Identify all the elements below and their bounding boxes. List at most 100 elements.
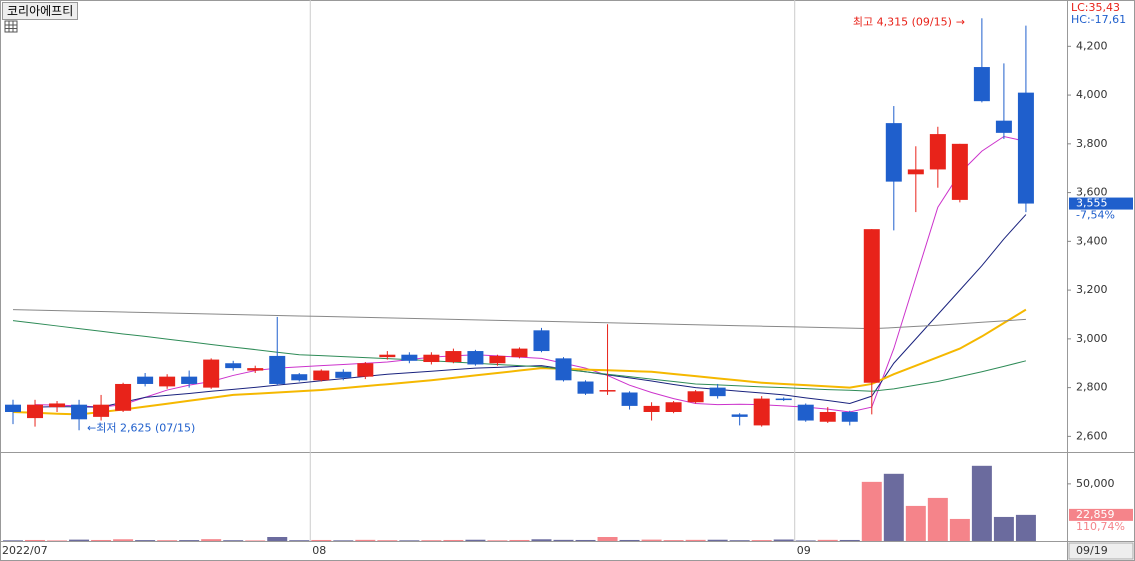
last-change: -7,54% [1076,209,1115,222]
candle-body [819,411,836,422]
volume-bar [333,540,354,541]
candle-body [357,363,374,377]
y-tick-label: 3,800 [1076,137,1108,150]
volume-bar [707,539,728,541]
candle-body [181,376,198,384]
volume-bar [421,540,442,541]
volume-bar [641,539,662,541]
volume-bar [245,540,266,541]
candle-body [885,123,902,182]
volume-bar [223,540,244,541]
high-arrow: → [956,15,965,28]
stock-name-button[interactable]: 코리아에프티 [2,2,79,20]
volume-bar [201,539,222,541]
volume-bar [993,516,1014,541]
volume-bar [3,540,23,541]
candle-body [159,376,176,387]
last-price: 3,555 [1076,197,1108,210]
candle-body [621,392,638,406]
candle-body [863,229,880,383]
volume-bar [685,539,706,541]
last-volume: 22,859 [1076,508,1115,521]
volume-bar [971,465,992,541]
candle-body [137,376,154,384]
y-tick-label: 3,000 [1076,332,1108,345]
candle-body [599,390,616,392]
candle-body [247,368,264,371]
candle-body [423,354,440,363]
y-tick-label: 3,600 [1076,186,1108,199]
x-tick-label: 08 [312,544,326,557]
candle-body [643,405,660,412]
candle-body [841,411,858,422]
candle-body [291,374,308,381]
volume-bar [575,539,596,541]
volume-bar [509,539,530,541]
candle-body [203,359,220,388]
volume-bar [927,497,948,541]
volume-bar [267,537,288,541]
volume-bar [861,481,882,541]
candle-body [27,404,44,419]
candle-body [951,143,968,200]
candle-body [115,383,132,411]
candle-body [511,348,528,358]
candle-body [335,371,352,378]
moving-average [35,135,1027,413]
candle-body [665,402,682,412]
high-annotation: 최고 4,315 (09/15) [853,15,952,28]
moving-average [12,309,1026,330]
candle-body [775,398,792,401]
y-tick-label: 4,200 [1076,39,1108,52]
candle-body [973,67,990,102]
y-tick-label: 2,600 [1076,429,1108,442]
volume-bar [465,539,486,541]
candle-body [731,414,748,417]
low-annotation: ←최저 2,625 (07/15) [87,421,195,434]
candle-body [929,134,946,170]
candle-body [577,381,594,394]
candle-body [49,403,66,408]
volume-bar [355,539,376,541]
grid-icon[interactable] [4,20,18,33]
volume-bar [113,539,134,541]
volume-bar [597,537,618,541]
candle-body [313,370,330,381]
moving-average [12,320,1027,392]
candle-body [401,354,418,361]
candle-body [225,363,242,369]
volume-bar [795,540,816,541]
volume-bar [553,539,574,541]
last-price-box [1069,197,1133,210]
volume-bar [839,539,860,541]
candle-body [5,404,21,412]
volume-bar [663,540,684,541]
candle-body [995,120,1012,133]
x-tick-label: 09 [797,544,811,557]
date-box [1068,542,1134,560]
volume-bar [531,539,552,541]
y-tick-label: 3,200 [1076,283,1108,296]
volume-bar [311,539,332,541]
candle-body [1017,92,1034,204]
candle-body [687,391,704,403]
volume-bar [157,540,178,541]
moving-average [12,308,1027,416]
y-tick-label: 2,800 [1076,381,1108,394]
vol-tick-label: 50,000 [1076,477,1115,490]
volume-bar [817,539,838,541]
volume-bar [883,473,904,541]
candle-body [269,355,286,384]
lc-label: LC:35,43 [1071,1,1120,14]
candle-body [71,404,88,420]
volume-bar [619,539,640,541]
candle-body [753,398,770,426]
candle-body [533,330,550,352]
candle-body [797,404,814,421]
volume-bar [443,539,464,541]
volume-bar [905,505,926,541]
volume-bar [1015,514,1036,541]
volume-bar [729,540,750,541]
